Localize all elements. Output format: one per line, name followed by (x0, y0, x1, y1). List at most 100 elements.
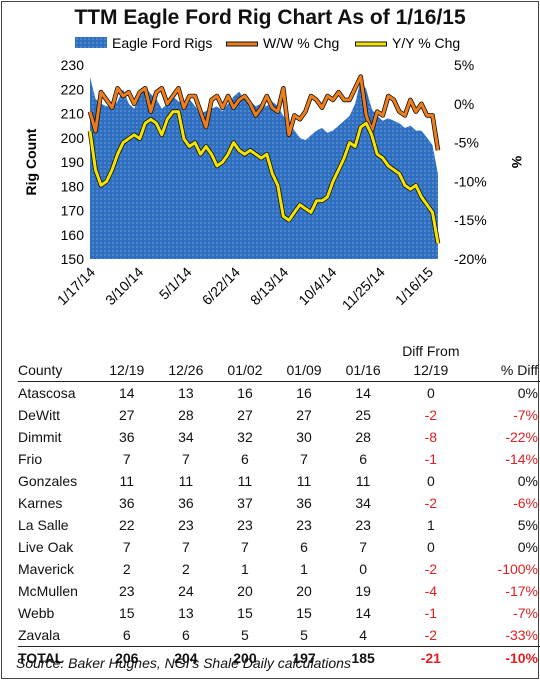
table-cell: 2 (181, 561, 190, 577)
table-cell: -2 (424, 495, 438, 511)
table-cell: 32 (237, 429, 253, 445)
table-cell: 200 (215, 646, 275, 669)
table-cell: 6 (359, 451, 367, 467)
table-cell: Zavala (18, 627, 61, 643)
table-cell: 6 (181, 627, 190, 643)
column-header: 01/09 (274, 359, 334, 382)
table-row: Live Oak 7 7 7 6 7 0 0% (18, 536, 540, 558)
table-cell: -100% (497, 561, 538, 577)
total-row: TOTAL 206 204 200 197 185 -21 -10% (18, 646, 540, 669)
table-cell: Frio (18, 451, 43, 467)
table-cell: 15 (237, 605, 253, 621)
table-cell: 36 (119, 429, 135, 445)
y-tick-label: 210 (61, 106, 85, 122)
y-tick-label: 170 (61, 203, 85, 219)
table-cell: Live Oak (18, 539, 74, 555)
table-cell: 28 (355, 429, 371, 445)
y-tick-label: 190 (61, 154, 85, 170)
table-cell: 11 (355, 473, 371, 489)
y2-tick-label: -5% (454, 135, 479, 151)
table-cell: -1 (424, 605, 438, 621)
table-row: Maverick 2 2 1 1 0 -2 -100% (18, 558, 540, 580)
x-tick-label: 5/1/14 (156, 264, 195, 303)
table-cell: 0 (426, 385, 435, 401)
table-cell: 22 (119, 517, 135, 533)
table-cell: DeWitt (18, 407, 60, 423)
table-cell: 27 (119, 407, 135, 423)
table-cell: 25 (355, 407, 371, 423)
series-line-yy-chg (88, 110, 440, 244)
table-cell: 7 (122, 451, 131, 467)
table-cell: 20 (237, 583, 253, 599)
table-row: Frio 7 7 6 7 6 -1 -14% (18, 448, 540, 470)
table-cell: -8 (424, 429, 438, 445)
table-cell: 34 (178, 429, 194, 445)
table-row: McMullen 23 24 20 20 19 -4 -17% (18, 580, 540, 602)
y2-axis-title: % (509, 156, 525, 169)
table-cell: 23 (119, 583, 135, 599)
table-cell: -6% (513, 495, 538, 511)
table-cell: -21 (392, 646, 470, 669)
table-cell: 0% (517, 385, 538, 401)
table-cell: La Salle (18, 517, 69, 533)
table-cell: 197 (274, 646, 334, 669)
legend-label: Y/Y % Chg (392, 35, 460, 51)
x-tick-label: 6/22/14 (199, 264, 243, 308)
column-header: 12/26 (156, 359, 216, 382)
table-cell: 11 (119, 473, 135, 489)
y2-tick-label: -10% (454, 173, 487, 189)
y2-tick-label: -15% (454, 212, 487, 228)
series-line-ww-chg (88, 75, 440, 151)
table-cell: 11 (237, 473, 253, 489)
x-tick-label: 3/10/14 (102, 264, 146, 308)
source-note: Source: Baker Hughes, NGI's Shale Daily … (16, 655, 351, 671)
table-row: Karnes 36 36 37 36 34 -2 -6% (18, 492, 540, 514)
table-cell: 6 (300, 539, 308, 555)
x-tick-label: 8/13/14 (247, 264, 291, 308)
x-tick-label: 10/4/14 (295, 264, 339, 308)
table-cell: 15 (119, 605, 135, 621)
table-cell: 13 (178, 605, 194, 621)
column-header: 12/19 (392, 359, 470, 382)
table-cell: 16 (296, 385, 312, 401)
y2-tick-label: 5% (454, 57, 474, 73)
chart-title: TTM Eagle Ford Rig Chart As of 1/16/15 (74, 6, 466, 29)
table-cell: -7% (513, 407, 538, 423)
table-cell: 7 (122, 539, 131, 555)
table-cell: 37 (237, 495, 253, 511)
table-cell: 14 (355, 605, 371, 621)
table-cell: -17% (505, 583, 538, 599)
diff-from-label: Diff From (402, 343, 460, 359)
table-cell: 23 (237, 517, 253, 533)
table-row: Webb 15 13 15 15 14 -1 -7% (18, 602, 540, 624)
table-cell: 5 (241, 627, 249, 643)
table-cell: -10% (469, 646, 540, 669)
table-cell: 1 (241, 561, 249, 577)
column-header: 01/16 (333, 359, 393, 382)
table-row: Dimmit 36 34 32 30 28 -8 -22% (18, 426, 540, 448)
table-cell: 204 (156, 646, 216, 669)
table-cell: 5 (300, 627, 308, 643)
table-cell: -2 (424, 407, 438, 423)
table-cell: 19 (355, 583, 371, 599)
table-cell: 7 (359, 539, 367, 555)
table-row: Zavala 6 6 5 5 4 -2 -33% (18, 624, 540, 647)
table-cell: 4 (359, 627, 367, 643)
table-cell: 28 (178, 407, 194, 423)
table-cell: 34 (355, 495, 371, 511)
table-cell: Maverick (18, 561, 75, 577)
table-cell: 0% (517, 539, 538, 555)
table-cell: Webb (18, 605, 55, 621)
legend-label: Eagle Ford Rigs (112, 35, 212, 51)
table-cell: 5% (517, 517, 538, 533)
table-cell: 16 (237, 385, 253, 401)
table-cell: -2 (424, 627, 438, 643)
legend-label: W/W % Chg (263, 35, 339, 51)
table-cell: 13 (178, 385, 194, 401)
table-row: Gonzales 11 11 11 11 11 0 0% (18, 470, 540, 492)
table-cell: 27 (296, 407, 312, 423)
rig-count-table: Diff From County 12/19 12/26 01/02 01/09 01/1… (18, 343, 540, 669)
table-cell: 0 (426, 473, 435, 489)
table-cell: 36 (178, 495, 194, 511)
